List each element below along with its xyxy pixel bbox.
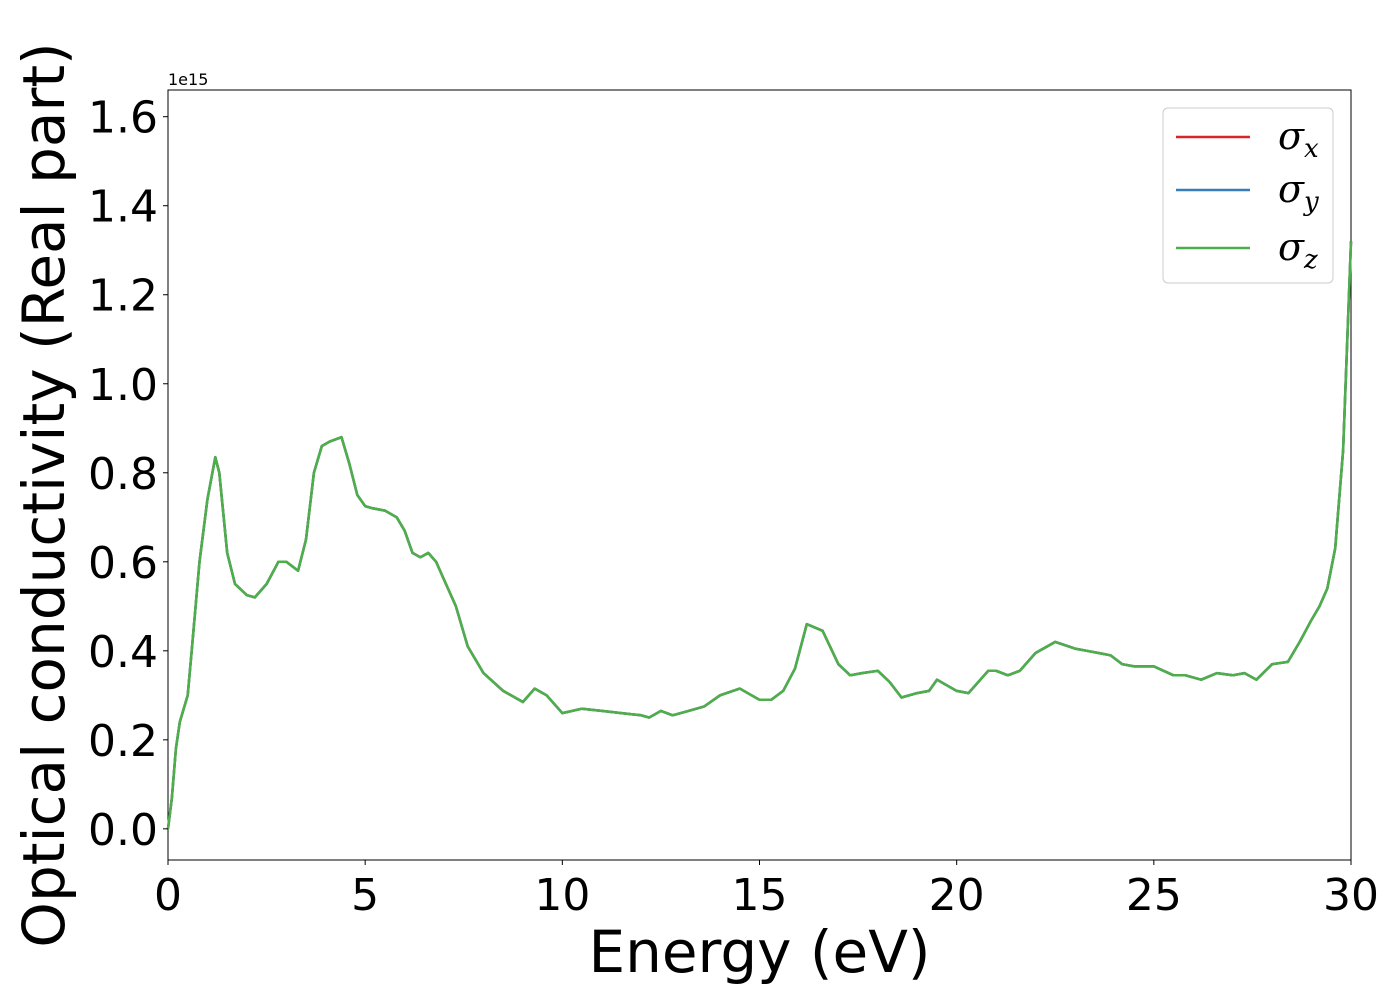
y-tick-label: 1.6 bbox=[88, 93, 158, 144]
x-tick-label: 10 bbox=[534, 870, 590, 921]
y-tick-label: 1.0 bbox=[88, 360, 158, 411]
x-tick-label: 25 bbox=[1126, 870, 1182, 921]
y-tick-label: 1.2 bbox=[88, 271, 158, 322]
x-tick-label: 30 bbox=[1323, 870, 1379, 921]
y-tick-label: 0.8 bbox=[88, 449, 158, 500]
y-offset-label: 1e15 bbox=[168, 70, 208, 89]
x-tick-label: 0 bbox=[154, 870, 182, 921]
series-layer bbox=[166, 241, 1353, 829]
y-axis: 0.0 0.2 0.4 0.6 0.8 1.0 1.2 1.4 1.6 bbox=[88, 93, 168, 856]
legend-box bbox=[1162, 107, 1334, 284]
series-line-sigma-z bbox=[166, 241, 1353, 829]
y-tick-label: 0.4 bbox=[88, 627, 158, 678]
y-axis-label: Optical conductivity (Real part) bbox=[10, 42, 78, 947]
y-tick-label: 0.0 bbox=[88, 805, 158, 856]
legend-entry-sigma-z: σz bbox=[1278, 225, 1318, 275]
legend-entry-sigma-y: σy bbox=[1278, 167, 1319, 217]
series-line-sigma-x bbox=[166, 241, 1353, 829]
y-tick-label: 1.4 bbox=[88, 182, 158, 233]
x-tick-label: 5 bbox=[351, 870, 379, 921]
x-axis-label: Energy (eV) bbox=[588, 918, 930, 986]
x-tick-label: 15 bbox=[732, 870, 788, 921]
series-line-sigma-y bbox=[166, 241, 1353, 829]
legend-entry-sigma-x: σx bbox=[1278, 114, 1319, 164]
y-tick-label: 0.2 bbox=[88, 716, 158, 767]
x-axis: 0 5 10 15 20 25 30 bbox=[154, 860, 1379, 921]
y-tick-label: 0.6 bbox=[88, 538, 158, 589]
x-tick-label: 20 bbox=[929, 870, 985, 921]
